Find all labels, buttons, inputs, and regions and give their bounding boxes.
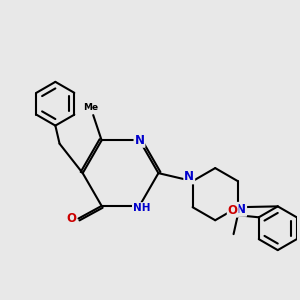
Text: Me: Me bbox=[83, 103, 99, 112]
Text: N: N bbox=[134, 134, 145, 147]
Text: N: N bbox=[236, 203, 246, 216]
Text: O: O bbox=[66, 212, 76, 225]
Text: NH: NH bbox=[133, 203, 150, 213]
Text: N: N bbox=[184, 170, 194, 183]
Text: O: O bbox=[228, 204, 238, 217]
